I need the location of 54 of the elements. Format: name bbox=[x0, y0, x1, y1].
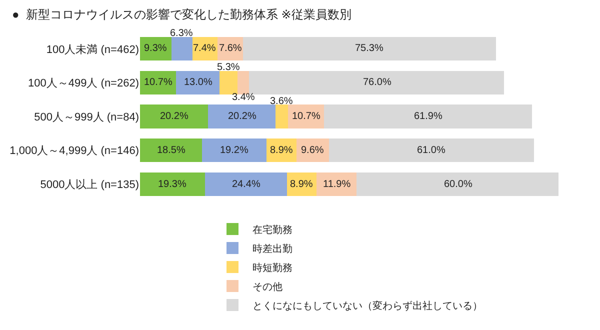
legend-label: 在宅勤務 bbox=[252, 224, 292, 236]
data-label: 3.4% bbox=[232, 92, 255, 103]
bar bbox=[328, 138, 534, 162]
bar bbox=[140, 138, 202, 162]
data-label: 13.0% bbox=[184, 77, 212, 88]
legend-label: その他 bbox=[252, 280, 282, 293]
data-label: 76.0% bbox=[363, 77, 392, 88]
data-label: 7.6% bbox=[219, 43, 242, 54]
bar bbox=[356, 172, 558, 196]
data-label: 20.2% bbox=[160, 111, 188, 122]
data-label: 8.9% bbox=[290, 179, 313, 190]
data-label: 9.3% bbox=[144, 43, 167, 54]
legend-label: 時短勤務 bbox=[252, 262, 292, 274]
bar bbox=[171, 37, 192, 61]
y-tick-label: 5000人以上 (n=135) bbox=[40, 178, 139, 191]
chart-title: ● 新型コロナウイルスの影響で変化した勤務体系 ※従業員数別 bbox=[12, 7, 352, 22]
bar bbox=[242, 37, 496, 61]
data-label: 18.5% bbox=[157, 145, 186, 156]
y-tick-label: 100人～499人 (n=262) bbox=[28, 78, 139, 90]
bar bbox=[204, 172, 287, 196]
bar bbox=[237, 70, 249, 95]
y-tick-label: 1,000人～4,999人 (n=146) bbox=[10, 145, 139, 158]
data-label: 3.6% bbox=[270, 96, 293, 107]
data-label: 7.4% bbox=[193, 43, 216, 54]
y-tick-label: 500人～999人 (n=84) bbox=[34, 111, 139, 124]
data-label: 5.3% bbox=[217, 62, 240, 73]
bar bbox=[288, 104, 324, 128]
bar bbox=[316, 172, 357, 196]
legend-label: 時差出勤 bbox=[252, 242, 292, 255]
bar bbox=[324, 104, 532, 128]
data-label: 10.7% bbox=[292, 111, 320, 122]
y-tick-label: 100人未満 (n=462) bbox=[46, 42, 139, 56]
data-label: 19.3% bbox=[158, 179, 186, 190]
bar bbox=[202, 138, 267, 162]
bar bbox=[176, 70, 220, 95]
bar bbox=[220, 70, 238, 95]
bar bbox=[276, 104, 288, 128]
bar bbox=[208, 104, 276, 128]
data-label: 8.9% bbox=[270, 145, 293, 156]
legend-label: とくになにもしていない（変わらず出社している） bbox=[252, 300, 482, 312]
data-label: 75.3% bbox=[355, 43, 384, 54]
bar bbox=[248, 70, 504, 95]
data-label: 19.2% bbox=[220, 145, 248, 156]
data-label: 11.9% bbox=[323, 179, 351, 190]
data-label: 10.7% bbox=[144, 77, 172, 88]
data-label: 9.6% bbox=[301, 145, 324, 156]
data-label: 61.9% bbox=[414, 111, 442, 122]
data-label: 60.0% bbox=[444, 179, 472, 190]
data-label: 20.2% bbox=[228, 111, 256, 122]
data-label: 6.3% bbox=[170, 28, 193, 39]
bar bbox=[140, 104, 208, 128]
data-label: 61.0% bbox=[417, 145, 446, 156]
bar bbox=[140, 172, 205, 196]
data-label: 24.4% bbox=[232, 179, 260, 190]
